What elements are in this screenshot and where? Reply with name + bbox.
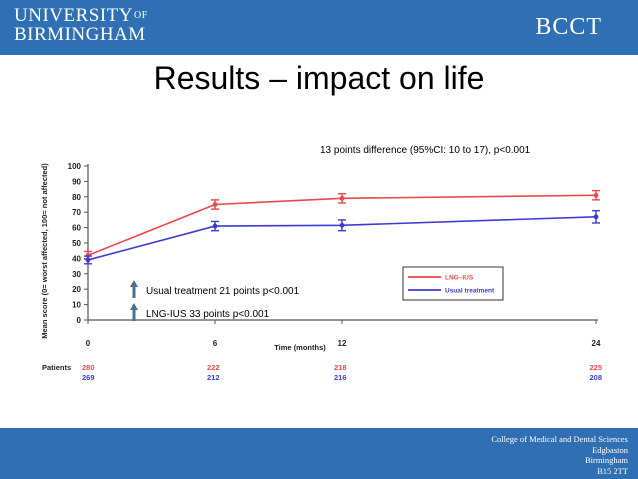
university-line1: UNIVERSITY — [14, 5, 133, 26]
legend-box — [402, 266, 504, 301]
y-tick-label: 30 — [72, 270, 81, 279]
patients-label: Patients — [42, 363, 71, 372]
patients-count: 208 — [589, 373, 602, 382]
data-point — [339, 195, 345, 201]
data-point — [339, 222, 345, 228]
university-logo: UNIVERSITYOF BIRMINGHAM — [14, 6, 148, 44]
x-tick-label: 0 — [86, 339, 91, 348]
patients-count: 269 — [82, 373, 95, 382]
patients-count: 218 — [334, 363, 347, 372]
patients-count: 280 — [82, 363, 95, 372]
slide-title: Results – impact on life — [153, 60, 485, 96]
data-point — [593, 192, 599, 198]
university-line2: BIRMINGHAM — [14, 24, 146, 45]
footer-bar: College of Medical and Dental Sciences E… — [0, 428, 638, 479]
y-axis-title: Mean score (0= worst affected, 100= not … — [40, 163, 49, 339]
y-tick-label: 70 — [72, 208, 81, 217]
usual-change-annotation: Usual treatment 21 points p<0.001 — [146, 286, 300, 297]
legend-label: LNG–IUS — [445, 275, 474, 282]
y-tick-label: 60 — [72, 224, 81, 233]
footer-line-edgbaston: Edgbaston — [592, 444, 628, 455]
data-point — [85, 257, 91, 263]
y-tick-label: 20 — [72, 285, 81, 294]
data-point — [212, 223, 218, 229]
patients-count: 216 — [334, 373, 347, 382]
series-line-0 — [87, 194, 597, 257]
legend-label: Usual treatment — [445, 288, 495, 295]
difference-annotation: 13 points difference (95%CI: 10 to 17), … — [320, 145, 531, 156]
x-tick-label: 12 — [338, 339, 347, 348]
up-arrow-icon — [130, 303, 138, 310]
series-line-1 — [87, 216, 597, 261]
x-tick-label: 24 — [592, 339, 601, 348]
footer-line-birmingham: Birmingham — [585, 455, 628, 465]
patients-count: 225 — [589, 363, 602, 372]
y-tick-label: 100 — [68, 162, 82, 171]
footer-line-postcode: B15 2TT — [597, 465, 628, 476]
x-axis-title: Time (months) — [274, 343, 326, 352]
bcct-logo: BCCT — [535, 14, 602, 40]
y-tick-label: 80 — [72, 193, 81, 202]
footer-address: College of Medical and Dental Sciences E… — [491, 434, 628, 476]
y-tick-label: 40 — [72, 254, 81, 263]
y-tick-label: 90 — [72, 177, 81, 186]
patients-count: 212 — [207, 373, 220, 382]
lng-change-annotation: LNG-IUS 33 points p<0.001 — [146, 309, 270, 320]
patients-count: 222 — [207, 363, 220, 372]
data-point — [593, 214, 599, 220]
data-point — [212, 202, 218, 207]
footer-line-college: College of Medical and Dental Sciences — [491, 434, 628, 444]
up-arrow-icon — [130, 280, 138, 287]
university-of: OF — [134, 10, 148, 21]
y-tick-label: 50 — [72, 239, 81, 248]
y-tick-label: 0 — [77, 316, 82, 325]
y-tick-label: 10 — [72, 301, 81, 310]
x-tick-label: 6 — [213, 339, 218, 348]
header-bar: UNIVERSITYOF BIRMINGHAM BCCT — [0, 0, 638, 55]
